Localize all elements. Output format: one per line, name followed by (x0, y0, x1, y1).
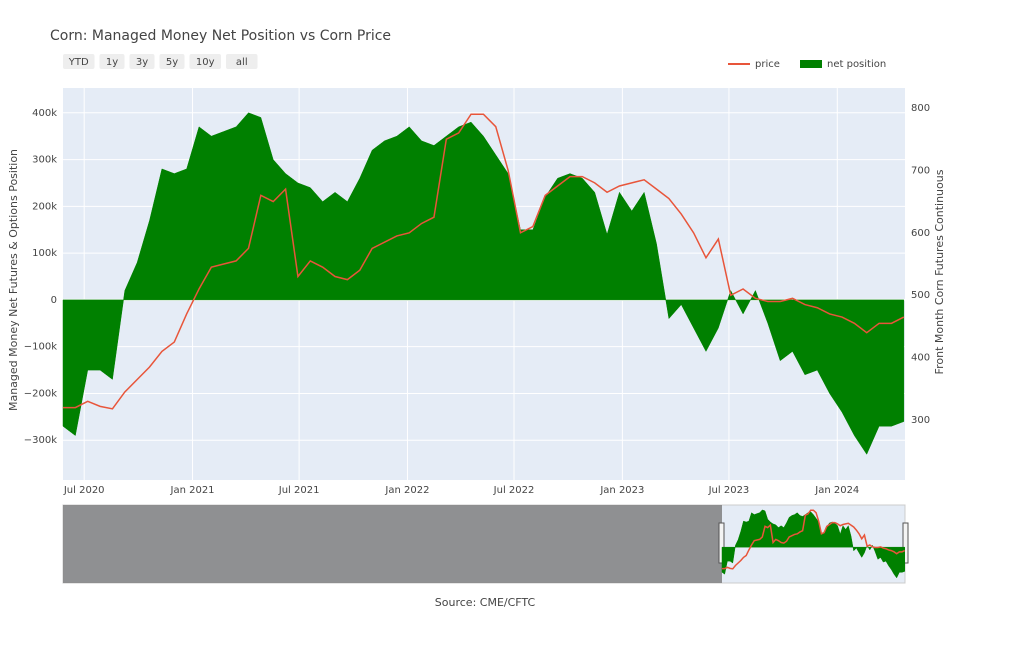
x-tick-label: Jul 2023 (708, 485, 750, 496)
range-button-label[interactable]: YTD (68, 57, 89, 68)
range-button-label[interactable]: all (236, 57, 248, 68)
range-button[interactable] (99, 54, 125, 69)
range-slider-mask (63, 505, 722, 583)
legend-label: net position (827, 59, 886, 70)
x-tick-label: Jan 2021 (170, 485, 215, 496)
slider-trace (722, 509, 906, 570)
range-button-label[interactable]: 1y (106, 57, 118, 68)
legend-label: price (755, 59, 780, 70)
line (63, 113, 905, 410)
x-tick-label: Jul 2022 (493, 485, 535, 496)
y-tick-label: −100k (24, 342, 57, 353)
y2-axis-title: Front Month Corn Futures Continuous (933, 169, 946, 374)
range-button[interactable] (129, 54, 155, 69)
y2-tick-label: 400 (911, 353, 930, 364)
y-tick-label: −200k (24, 388, 57, 399)
y2-tick-label: 300 (911, 415, 930, 426)
y-tick-label: 0 (51, 295, 57, 306)
y-tick-label: 300k (32, 155, 57, 166)
area (62, 112, 905, 455)
y-tick-label: 100k (32, 248, 57, 259)
y-tick-label: 200k (32, 201, 57, 212)
x-tick-label: Jul 2020 (63, 485, 105, 496)
x-tick-label: Jul 2021 (278, 485, 320, 496)
y-tick-label: −300k (24, 435, 57, 446)
x-tick-label: Jan 2022 (384, 485, 429, 496)
range-button[interactable] (226, 54, 258, 69)
legend-swatch (800, 60, 822, 68)
range-button[interactable] (63, 54, 95, 69)
x-tick-label: Jan 2023 (599, 485, 644, 496)
range-handle[interactable] (902, 522, 909, 564)
y2-tick-label: 600 (911, 228, 930, 239)
source: Source: CME/CFTC (435, 596, 536, 609)
y2-tick-label: 700 (911, 165, 930, 176)
range-button[interactable] (159, 54, 185, 69)
range-button-label[interactable]: 5y (166, 57, 178, 68)
y2-tick-label: 800 (911, 103, 930, 114)
y-tick-label: 400k (32, 108, 57, 119)
chart-title: Corn: Managed Money Net Position vs Corn… (50, 28, 391, 44)
range-button[interactable] (189, 54, 222, 69)
x-tick-label: Jan 2024 (814, 485, 859, 496)
range-button-label[interactable]: 10y (196, 57, 215, 68)
range-button-label[interactable]: 3y (136, 57, 148, 68)
range-handle[interactable] (718, 522, 725, 564)
y-axis-title: Managed Money Net Futures & Options Posi… (7, 149, 20, 411)
y2-tick-label: 500 (911, 290, 930, 301)
